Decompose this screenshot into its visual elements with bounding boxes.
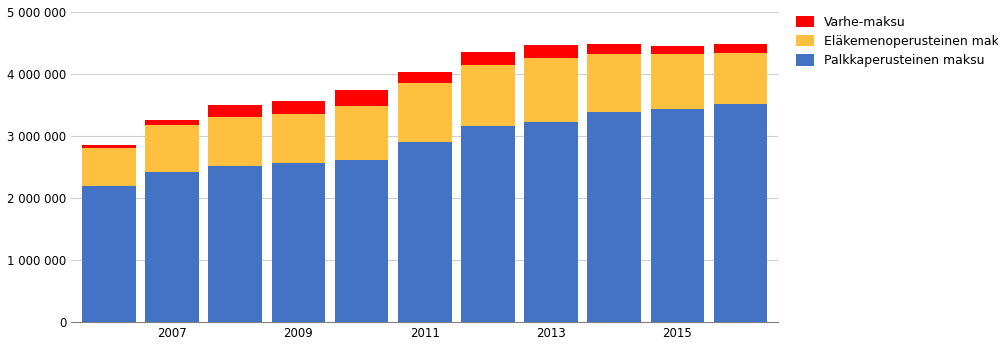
Bar — [524, 45, 578, 59]
Bar — [334, 160, 388, 322]
Bar — [271, 101, 325, 114]
Bar — [714, 104, 767, 322]
Bar — [271, 163, 325, 322]
Bar — [524, 122, 578, 322]
Bar — [209, 167, 262, 322]
Bar — [334, 90, 388, 106]
Bar — [209, 105, 262, 117]
Bar — [398, 83, 451, 142]
Bar — [461, 52, 515, 65]
Bar — [588, 112, 641, 322]
Bar — [651, 109, 705, 322]
Bar — [588, 53, 641, 112]
Bar — [271, 114, 325, 163]
Bar — [146, 126, 199, 172]
Bar — [714, 53, 767, 104]
Bar — [524, 59, 578, 122]
Bar — [588, 44, 641, 53]
Bar — [334, 106, 388, 160]
Bar — [398, 72, 451, 83]
Bar — [209, 117, 262, 167]
Bar — [146, 120, 199, 126]
Bar — [82, 145, 136, 149]
Bar — [398, 142, 451, 322]
Bar — [651, 46, 705, 54]
Bar — [82, 149, 136, 186]
Bar — [714, 44, 767, 53]
Legend: Varhe-maksu, Eläkemenoperusteinen maksu, Palkkaperusteinen maksu: Varhe-maksu, Eläkemenoperusteinen maksu,… — [791, 12, 998, 71]
Bar — [461, 126, 515, 322]
Bar — [146, 172, 199, 322]
Bar — [651, 54, 705, 109]
Bar — [461, 65, 515, 126]
Bar — [82, 186, 136, 322]
